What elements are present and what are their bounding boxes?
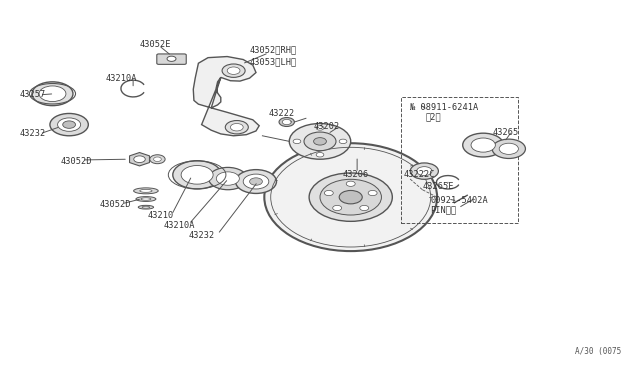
Text: 43052〈RH〉: 43052〈RH〉 [250, 46, 297, 55]
Text: 43210A: 43210A [163, 221, 195, 230]
Text: 43052E: 43052E [140, 40, 171, 49]
Circle shape [304, 132, 336, 151]
Circle shape [209, 167, 247, 190]
Ellipse shape [136, 196, 156, 202]
Text: 43257: 43257 [19, 90, 45, 99]
Circle shape [173, 161, 221, 189]
Circle shape [309, 173, 392, 221]
Circle shape [314, 138, 326, 145]
Circle shape [216, 172, 239, 185]
Circle shape [58, 118, 81, 131]
Text: 43202: 43202 [314, 122, 340, 131]
Circle shape [410, 163, 438, 179]
Circle shape [50, 113, 88, 136]
Circle shape [333, 205, 342, 211]
Circle shape [227, 67, 240, 74]
Text: 43265E: 43265E [422, 182, 454, 191]
Circle shape [250, 178, 262, 185]
Circle shape [368, 190, 377, 196]
Circle shape [316, 126, 324, 130]
Circle shape [360, 205, 369, 211]
Text: 43210: 43210 [147, 211, 173, 220]
Circle shape [339, 139, 347, 144]
Circle shape [289, 124, 351, 159]
Circle shape [154, 157, 161, 161]
Ellipse shape [138, 205, 154, 209]
Circle shape [346, 181, 355, 186]
Text: A/30 (0075: A/30 (0075 [575, 347, 621, 356]
Ellipse shape [141, 198, 151, 200]
Circle shape [316, 153, 324, 157]
Text: 43222: 43222 [269, 109, 295, 118]
Text: 00921-5402A: 00921-5402A [430, 196, 488, 205]
Circle shape [63, 121, 76, 128]
FancyBboxPatch shape [157, 54, 186, 64]
Text: 43053〈LH〉: 43053〈LH〉 [250, 57, 297, 66]
Circle shape [320, 179, 381, 215]
Circle shape [339, 190, 362, 204]
Text: 43052D: 43052D [61, 157, 92, 166]
Circle shape [134, 156, 145, 163]
Ellipse shape [264, 143, 437, 251]
Circle shape [230, 124, 243, 131]
Circle shape [492, 139, 525, 158]
Text: 43265: 43265 [493, 128, 519, 137]
Circle shape [463, 133, 504, 157]
Circle shape [225, 121, 248, 134]
Text: 43222C: 43222C [403, 170, 435, 179]
Circle shape [243, 174, 269, 189]
Circle shape [324, 190, 333, 196]
Circle shape [471, 138, 495, 152]
Text: PINピン: PINピン [430, 206, 456, 215]
Text: № 08911-6241A: № 08911-6241A [410, 103, 478, 112]
Circle shape [279, 118, 294, 126]
Polygon shape [193, 57, 259, 136]
Text: 43232: 43232 [19, 129, 45, 138]
Text: 43210A: 43210A [106, 74, 137, 83]
Circle shape [417, 167, 432, 176]
Polygon shape [129, 153, 150, 166]
Circle shape [32, 82, 73, 106]
Ellipse shape [140, 189, 152, 192]
Ellipse shape [134, 188, 158, 194]
Circle shape [499, 143, 518, 154]
Circle shape [293, 139, 301, 144]
Circle shape [236, 170, 276, 193]
Circle shape [181, 166, 213, 184]
Circle shape [222, 64, 245, 77]
Circle shape [282, 119, 291, 125]
Text: 43052D: 43052D [99, 200, 131, 209]
Ellipse shape [142, 206, 150, 208]
Text: 43232: 43232 [189, 231, 215, 240]
Text: （2）: （2） [426, 113, 442, 122]
Circle shape [39, 86, 66, 102]
Circle shape [167, 56, 176, 61]
Text: 43206: 43206 [342, 170, 369, 179]
Circle shape [150, 155, 165, 164]
